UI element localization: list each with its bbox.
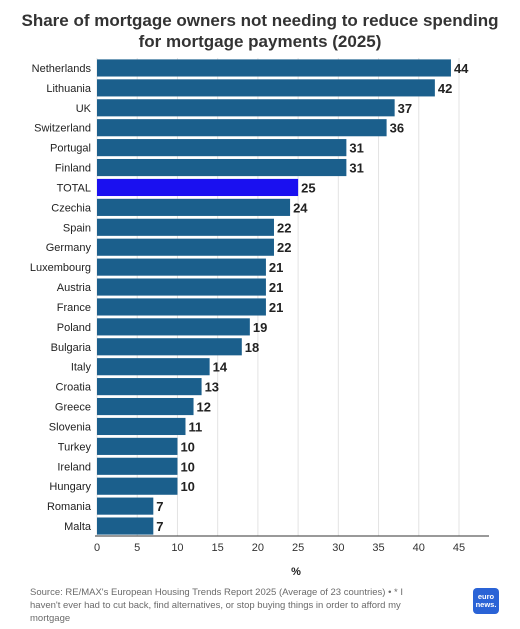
bar[interactable] [97, 258, 266, 276]
value-label: 22 [277, 240, 291, 255]
value-label: 21 [269, 260, 283, 275]
category-label: Romania [47, 501, 92, 513]
category-label: TOTAL [57, 182, 91, 194]
bar[interactable] [97, 378, 202, 396]
x-tick-label: 0 [94, 542, 100, 554]
category-label: Luxembourg [30, 262, 91, 274]
category-labels: Netherlands Lithuania UK Switzerland Portuga… [30, 63, 92, 533]
x-tick-label: 20 [252, 542, 264, 554]
category-label: Hungary [49, 481, 91, 493]
x-tick-label: 15 [212, 542, 224, 554]
category-label: Ireland [57, 461, 91, 473]
bar[interactable] [97, 278, 266, 296]
category-label: Italy [71, 362, 92, 374]
category-label: Netherlands [32, 63, 92, 75]
gridlines [96, 58, 460, 536]
x-tick-label: 25 [292, 542, 304, 554]
bars [97, 59, 451, 535]
bar[interactable] [97, 457, 178, 475]
value-labels: 4442373631312524222221212119181413121110… [156, 61, 469, 534]
value-label: 24 [293, 200, 308, 215]
bar-total[interactable] [97, 178, 299, 197]
value-label: 22 [277, 220, 291, 235]
x-tick-label: 45 [453, 542, 465, 554]
category-label: Austria [57, 282, 92, 294]
x-tick-label: 35 [372, 542, 384, 554]
category-label: Czechia [51, 202, 92, 214]
bar[interactable] [97, 318, 250, 336]
source-note: Source: RE/MAX's European Housing Trends… [30, 587, 404, 624]
category-label: Switzerland [34, 123, 91, 135]
value-label: 10 [180, 479, 194, 494]
value-label: 37 [398, 101, 412, 116]
value-label: 44 [454, 61, 469, 76]
x-tick-labels: 0 5 10 15 20 25 30 35 40 45 [94, 542, 465, 554]
x-tick-label: 5 [134, 542, 140, 554]
category-label: Croatia [56, 382, 92, 394]
category-label: Poland [57, 322, 91, 334]
bar[interactable] [97, 497, 154, 515]
bar[interactable] [97, 119, 387, 137]
category-label: Spain [63, 222, 91, 234]
value-label: 14 [213, 360, 228, 375]
value-label: 11 [188, 419, 202, 434]
value-label: 13 [205, 380, 219, 395]
category-label: Bulgaria [51, 342, 92, 354]
x-tick-label: 10 [171, 542, 183, 554]
value-label: 12 [197, 400, 211, 415]
bar[interactable] [97, 338, 242, 356]
bar[interactable] [97, 79, 435, 97]
value-label: 31 [349, 141, 363, 156]
category-label: Lithuania [46, 83, 92, 95]
value-label: 21 [269, 300, 283, 315]
bar[interactable] [97, 139, 347, 157]
chart-title: Share of mortgage owners not needing to … [21, 11, 499, 51]
bar[interactable] [97, 59, 451, 77]
value-label: 21 [269, 280, 283, 295]
logo-text-top: euro [477, 592, 495, 601]
value-label: 36 [390, 121, 404, 136]
category-label: UK [76, 103, 92, 115]
bar[interactable] [97, 198, 291, 216]
x-tick-label: 40 [413, 542, 425, 554]
bar[interactable] [97, 517, 154, 535]
bar[interactable] [97, 298, 266, 316]
bar[interactable] [97, 358, 210, 376]
value-label: 18 [245, 340, 259, 355]
value-label: 19 [253, 320, 267, 335]
category-label: Portugal [50, 143, 91, 155]
category-label: Greece [55, 402, 91, 414]
bar[interactable] [97, 238, 274, 256]
x-tick-label: 30 [332, 542, 344, 554]
category-label: Germany [46, 242, 92, 254]
bar[interactable] [97, 99, 395, 117]
logo-text-bottom: news. [475, 600, 497, 609]
bar[interactable] [97, 437, 178, 455]
value-label: 25 [301, 180, 315, 195]
value-label: 10 [180, 459, 194, 474]
value-label: 7 [156, 519, 163, 534]
bar[interactable] [97, 397, 194, 416]
category-label: Turkey [58, 441, 92, 453]
bar[interactable] [97, 417, 186, 436]
euronews-logo[interactable]: euro news. [473, 588, 499, 614]
bar[interactable] [97, 218, 274, 236]
value-label: 10 [180, 439, 194, 454]
category-label: Finland [55, 163, 91, 175]
value-label: 31 [349, 161, 363, 176]
category-label: Slovenia [49, 421, 92, 433]
category-label: France [57, 302, 91, 314]
x-axis-title: % [291, 566, 301, 578]
bar[interactable] [97, 158, 347, 177]
category-label: Malta [64, 521, 92, 533]
value-label: 7 [156, 499, 163, 514]
value-label: 42 [438, 81, 452, 96]
bar[interactable] [97, 477, 178, 495]
